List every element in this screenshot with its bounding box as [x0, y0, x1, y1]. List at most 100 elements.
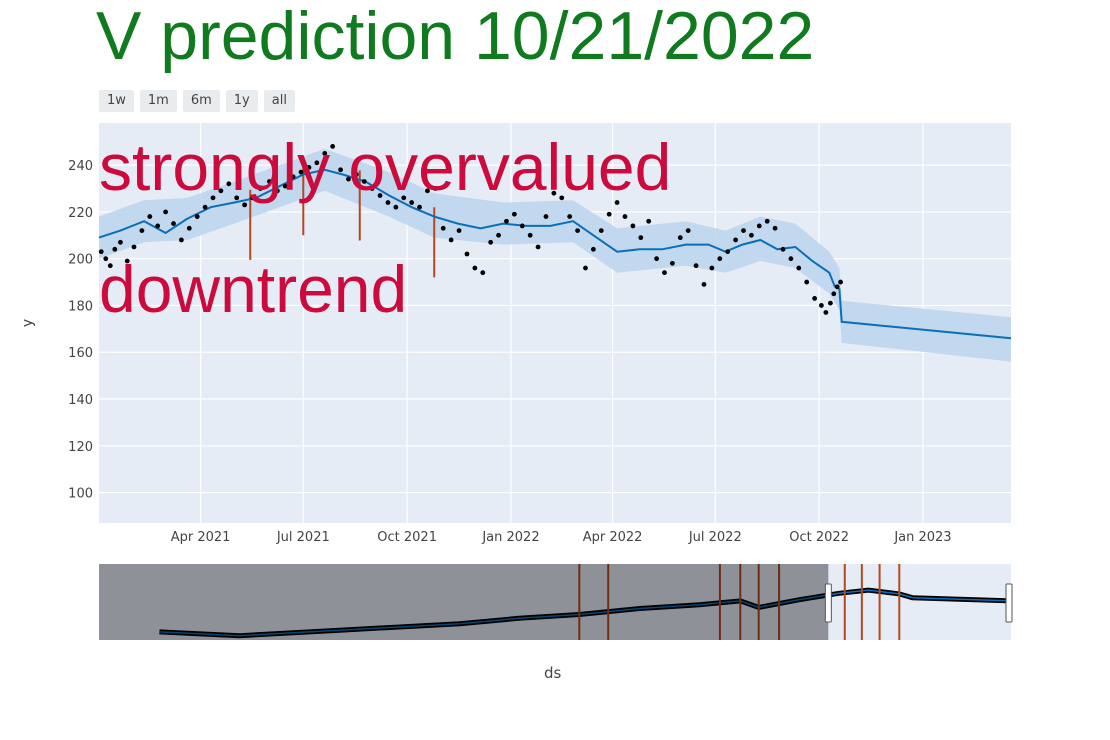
- observed-point: [464, 251, 470, 257]
- observed-point: [425, 188, 430, 194]
- observed-point: [186, 225, 192, 231]
- x-tick-label: Apr 2022: [583, 530, 643, 545]
- observed-point: [274, 188, 280, 194]
- observed-point: [504, 218, 509, 224]
- observed-point: [385, 200, 391, 205]
- observed-point: [369, 186, 375, 191]
- observed-point: [338, 167, 343, 173]
- y-tick-label: 100: [68, 487, 93, 502]
- observed-point: [147, 214, 153, 219]
- x-tick-label: Jan 2022: [481, 530, 539, 545]
- observed-point: [432, 186, 438, 191]
- y-tick-label: 200: [68, 253, 93, 268]
- x-tick-label: Oct 2021: [377, 530, 437, 545]
- observed-point: [448, 237, 454, 243]
- observed-point: [788, 256, 794, 262]
- observed-point: [393, 204, 399, 210]
- observed-point: [614, 200, 620, 205]
- x-tick-label: Jul 2021: [276, 530, 330, 545]
- observed-point: [535, 244, 541, 250]
- observed-point: [480, 270, 486, 276]
- y-tick-label: 180: [68, 299, 93, 314]
- observed-point: [377, 193, 383, 198]
- observed-point: [242, 202, 248, 208]
- range-slider-background[interactable]: [99, 564, 1011, 640]
- observed-point: [353, 172, 359, 177]
- observed-points: [98, 143, 843, 315]
- observed-point: [543, 214, 549, 219]
- x-tick-label: Apr 2021: [171, 530, 231, 545]
- observed-point: [823, 310, 829, 315]
- observed-point: [764, 218, 770, 224]
- annotation-strongly-overvalued: strongly overvalued: [99, 130, 672, 204]
- observed-point: [834, 284, 840, 290]
- range-slider[interactable]: [99, 564, 1013, 640]
- x-tick-label: Oct 2022: [789, 530, 849, 545]
- observed-point: [322, 151, 328, 156]
- x-tick-label: Jan 2023: [893, 530, 951, 545]
- observed-point: [131, 244, 137, 250]
- forecast-line: [98, 168, 1012, 340]
- observed-point: [112, 246, 118, 252]
- observed-point: [488, 239, 494, 245]
- observed-point: [606, 211, 612, 217]
- observed-point: [234, 195, 240, 201]
- observed-point: [118, 239, 123, 245]
- observed-point: [282, 183, 288, 189]
- observed-point: [662, 270, 667, 276]
- observed-point: [630, 223, 636, 229]
- observed-point: [575, 228, 580, 234]
- observed-point: [98, 249, 104, 255]
- slider-handle-right[interactable]: [1005, 583, 1013, 623]
- observed-point: [267, 179, 272, 184]
- observed-point: [756, 223, 762, 229]
- observed-point: [298, 169, 304, 175]
- observed-point: [456, 228, 462, 234]
- forecast-line-group: [98, 168, 1012, 340]
- observed-point: [598, 228, 604, 234]
- y-tick-label: 220: [68, 206, 93, 221]
- range-button-1m[interactable]: 1m: [139, 90, 177, 112]
- observed-point: [202, 204, 208, 210]
- observed-point: [772, 225, 778, 231]
- y-tick-label: 140: [68, 393, 93, 408]
- chart-title: V prediction 10/21/2022: [96, 0, 815, 74]
- observed-point: [417, 204, 422, 210]
- observed-point: [440, 225, 446, 231]
- observed-point: [258, 186, 263, 191]
- slider-handle-left[interactable]: [824, 583, 832, 623]
- observed-point: [828, 300, 833, 306]
- observed-point: [163, 209, 168, 215]
- x-axis-label: ds: [544, 664, 562, 682]
- observed-point: [638, 235, 644, 241]
- observed-point: [717, 256, 723, 262]
- observed-point: [496, 232, 501, 238]
- observed-point: [780, 246, 786, 252]
- observed-point: [527, 232, 533, 238]
- observed-point: [551, 190, 557, 196]
- range-button-1w[interactable]: 1w: [99, 90, 134, 112]
- observed-point: [226, 181, 232, 187]
- observed-point: [590, 246, 596, 252]
- observed-point: [194, 214, 200, 219]
- range-button-6m[interactable]: 6m: [182, 90, 220, 112]
- range-button-all[interactable]: all: [263, 90, 295, 112]
- y-tick-label: 120: [68, 440, 93, 455]
- observed-point: [812, 296, 818, 301]
- observed-point: [654, 256, 659, 262]
- observed-point: [409, 200, 415, 205]
- observed-point: [818, 303, 824, 308]
- observed-point: [511, 211, 517, 217]
- observed-point: [330, 143, 336, 149]
- range-button-1y[interactable]: 1y: [225, 90, 258, 112]
- observed-point: [796, 265, 802, 271]
- observed-point: [250, 195, 255, 201]
- annotation-downtrend: downtrend: [99, 252, 408, 326]
- observed-point: [838, 279, 843, 285]
- observed-point: [741, 228, 746, 234]
- uncertainty-band: [99, 148, 1011, 362]
- observed-point: [346, 176, 351, 182]
- observed-point: [685, 228, 691, 234]
- y-axis-label: y: [20, 318, 37, 328]
